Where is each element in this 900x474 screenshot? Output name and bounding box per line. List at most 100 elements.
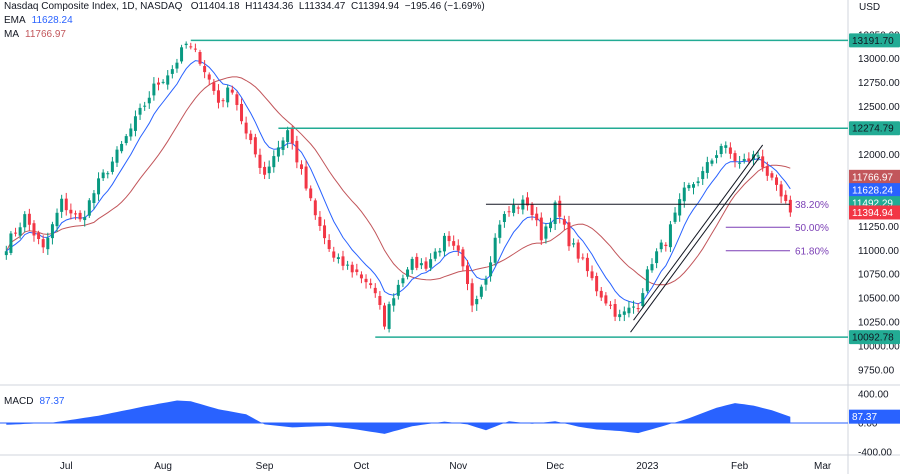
candle-body bbox=[23, 214, 27, 228]
ema-label: EMA bbox=[4, 15, 26, 26]
open-value: 11404.18 bbox=[198, 1, 240, 12]
candle-body bbox=[549, 222, 553, 229]
candle-body bbox=[299, 164, 303, 169]
candle-body bbox=[189, 46, 193, 48]
candle-body bbox=[613, 304, 617, 317]
price-tick-label: 10750.00 bbox=[858, 270, 900, 281]
candle-body bbox=[558, 200, 562, 217]
macd-value: 87.37 bbox=[39, 396, 65, 407]
candle-body bbox=[438, 250, 442, 253]
candle-body bbox=[336, 257, 340, 259]
candle-body bbox=[152, 83, 156, 96]
candle-body bbox=[678, 199, 682, 216]
candle-body bbox=[747, 158, 751, 162]
candle-body bbox=[673, 212, 677, 222]
candle-body bbox=[55, 212, 59, 227]
fib-label: 50.00% bbox=[795, 223, 829, 234]
candle-body bbox=[544, 226, 548, 239]
ma-line bbox=[5, 76, 791, 286]
candle-body bbox=[41, 239, 45, 248]
candle-body bbox=[133, 116, 137, 131]
candle-body bbox=[618, 314, 622, 318]
candle-body bbox=[378, 296, 382, 306]
high-value: 11434.36 bbox=[252, 1, 294, 12]
ma-legend[interactable]: MA 11766.97 bbox=[4, 29, 66, 40]
candle-body bbox=[701, 171, 705, 180]
macd-badge bbox=[849, 409, 900, 424]
candle-body bbox=[272, 156, 276, 168]
candle-body bbox=[424, 261, 428, 269]
candle-body bbox=[193, 48, 197, 50]
candle-body bbox=[83, 217, 87, 221]
candle-body bbox=[627, 307, 631, 314]
candle-body bbox=[525, 197, 529, 206]
time-tick-label: Sep bbox=[256, 461, 274, 472]
candle-body bbox=[60, 198, 64, 212]
candle-body bbox=[512, 205, 516, 213]
price-tick-label: 10500.00 bbox=[858, 294, 900, 305]
candle-body bbox=[32, 223, 36, 236]
price-badge bbox=[849, 169, 900, 184]
macd-legend[interactable]: MACD 87.37 bbox=[4, 396, 64, 407]
candle-body bbox=[92, 193, 96, 204]
price-tick-label: 12000.00 bbox=[858, 150, 900, 161]
candle-body bbox=[784, 194, 788, 202]
candle-body bbox=[705, 162, 709, 173]
candle-body bbox=[664, 244, 668, 247]
candle-body bbox=[581, 257, 585, 259]
candle-body bbox=[788, 199, 792, 213]
candles bbox=[4, 41, 792, 333]
candle-body bbox=[355, 269, 359, 273]
candle-body bbox=[447, 235, 451, 242]
ema-legend[interactable]: EMA 11628.24 bbox=[4, 15, 73, 26]
candle-body bbox=[147, 97, 151, 104]
close-value: 11394.94 bbox=[358, 1, 400, 12]
candle-body bbox=[604, 295, 608, 304]
candle-body bbox=[682, 187, 686, 202]
candle-body bbox=[502, 213, 506, 223]
candle-body bbox=[410, 258, 414, 270]
candle-body bbox=[484, 279, 488, 285]
candle-body bbox=[221, 100, 225, 102]
chart-legend-main: Nasdaq Composite Index, 1D, NASDAQ O1140… bbox=[4, 1, 485, 12]
time-tick-label: Dec bbox=[546, 461, 564, 472]
candle-body bbox=[456, 245, 460, 251]
close-label: C bbox=[350, 1, 359, 12]
candle-body bbox=[373, 287, 377, 294]
candle-body bbox=[157, 82, 161, 85]
trend-line-parallel bbox=[630, 156, 761, 333]
macd-tick-label: -400.00 bbox=[858, 448, 892, 459]
candle-body bbox=[138, 107, 142, 115]
candle-body bbox=[382, 305, 386, 327]
candle-body bbox=[770, 173, 774, 178]
candle-body bbox=[207, 74, 211, 80]
candle-body bbox=[636, 308, 640, 310]
level-badge-label: 12274.79 bbox=[852, 124, 894, 135]
candle-body bbox=[507, 211, 511, 213]
candle-body bbox=[470, 283, 474, 306]
candle-body bbox=[401, 278, 405, 284]
candle-body bbox=[46, 237, 50, 250]
candle-body bbox=[286, 130, 290, 143]
candle-body bbox=[281, 140, 285, 150]
candle-body bbox=[258, 154, 262, 168]
candle-body bbox=[452, 241, 456, 246]
candle-body bbox=[539, 217, 543, 241]
candle-body bbox=[129, 128, 133, 137]
candle-body bbox=[323, 225, 327, 239]
price-tick-label: 13000.00 bbox=[858, 54, 900, 65]
candle-body bbox=[101, 172, 105, 179]
candle-body bbox=[249, 133, 253, 141]
macd-tick-label: 400.00 bbox=[858, 390, 889, 401]
price-tick-label: 12750.00 bbox=[858, 78, 900, 89]
candle-body bbox=[18, 227, 22, 236]
macd-label: MACD bbox=[4, 396, 34, 407]
time-tick-label: Feb bbox=[731, 461, 749, 472]
price-tick-label: 12500.00 bbox=[858, 102, 900, 113]
candle-body bbox=[608, 304, 612, 306]
time-tick-label: Jul bbox=[60, 461, 73, 472]
time-tick-label: Nov bbox=[449, 461, 467, 472]
candle-body bbox=[392, 298, 396, 306]
candle-body bbox=[212, 82, 216, 91]
